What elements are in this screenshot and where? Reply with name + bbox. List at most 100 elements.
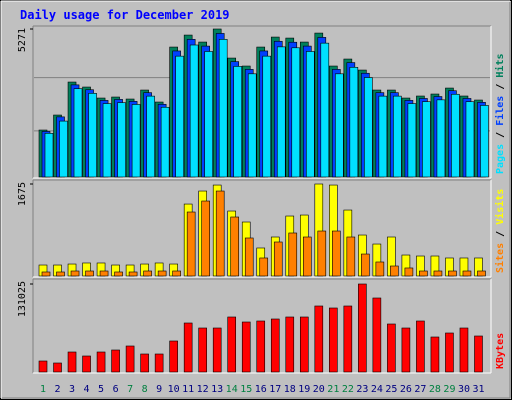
- x-tick-label: 7: [127, 384, 133, 395]
- y-tick-label: 5271: [17, 28, 28, 52]
- bar: [346, 236, 356, 277]
- x-tick-label: 24: [371, 384, 383, 395]
- bar: [99, 270, 109, 277]
- bar: [375, 261, 385, 277]
- bar: [305, 51, 315, 178]
- bar: [273, 241, 283, 277]
- bar: [117, 102, 126, 178]
- x-tick-label: 27: [414, 384, 426, 395]
- bar: [125, 345, 135, 373]
- x-tick-label: 5: [98, 384, 104, 395]
- legend-entry: Hits: [494, 54, 506, 78]
- bar: [157, 270, 167, 277]
- bar: [201, 200, 210, 277]
- bar: [256, 320, 266, 373]
- bar: [262, 55, 272, 178]
- bar: [404, 267, 414, 277]
- legend-entry: Files: [494, 96, 506, 126]
- bar: [407, 103, 417, 178]
- bar: [285, 316, 295, 373]
- bar: [160, 106, 170, 178]
- bar: [198, 327, 207, 373]
- legend: Sites / Visits: [494, 189, 506, 273]
- bar: [364, 77, 373, 178]
- bar: [244, 237, 254, 277]
- bar: [175, 55, 184, 178]
- legend-entry: Sites: [494, 243, 506, 273]
- bar: [314, 305, 324, 373]
- legend-entry: Visits: [494, 189, 506, 225]
- bar: [82, 355, 91, 373]
- x-tick-label: 13: [211, 384, 223, 395]
- x-tick-label: 28: [429, 384, 441, 395]
- bar: [419, 270, 428, 277]
- legend-separator: /: [495, 84, 506, 90]
- bar: [451, 93, 460, 178]
- bar: [183, 322, 193, 373]
- bar: [131, 104, 141, 178]
- x-tick-label: 6: [113, 384, 119, 395]
- bar: [332, 230, 341, 277]
- x-tick-label: 2: [55, 384, 61, 395]
- bar: [299, 316, 309, 373]
- bar: [317, 230, 327, 277]
- bar: [288, 232, 298, 277]
- y-tick-label: 131025: [17, 281, 28, 317]
- x-tick-label: 17: [269, 384, 281, 395]
- y-tick-label: 1675: [17, 182, 28, 206]
- x-tick-label: 11: [182, 384, 194, 395]
- bar: [146, 95, 155, 178]
- bar: [38, 360, 48, 373]
- bar: [111, 349, 120, 373]
- legend-entry: KBytes: [495, 333, 506, 369]
- legend-separator: /: [495, 132, 506, 138]
- bar: [53, 362, 62, 373]
- x-tick-label: 19: [298, 384, 310, 395]
- bar: [480, 105, 489, 178]
- bar: [291, 47, 301, 178]
- bar: [70, 270, 80, 277]
- bar: [436, 99, 446, 178]
- bar: [227, 316, 237, 373]
- x-tick-label: 15: [240, 384, 252, 395]
- bar: [387, 323, 396, 373]
- x-tick-label: 3: [69, 384, 75, 395]
- bar: [169, 340, 178, 373]
- bar: [233, 66, 243, 178]
- bar: [67, 351, 77, 373]
- x-tick-label: 18: [284, 384, 296, 395]
- bar: [329, 307, 338, 373]
- bar: [140, 353, 149, 373]
- bar: [114, 271, 123, 277]
- bar: [448, 270, 457, 277]
- bar: [335, 73, 344, 178]
- bar: [320, 42, 330, 178]
- bar: [372, 297, 382, 373]
- bar: [85, 270, 94, 277]
- bar: [433, 270, 443, 277]
- bar: [186, 211, 196, 277]
- bar: [41, 271, 51, 277]
- bar: [393, 95, 402, 178]
- bar: [361, 253, 370, 277]
- bar: [416, 320, 425, 373]
- bar: [349, 66, 359, 178]
- bar: [462, 270, 472, 277]
- bar: [59, 120, 68, 178]
- x-tick-label: 23: [356, 384, 368, 395]
- bar: [445, 332, 454, 373]
- bar: [343, 305, 353, 373]
- bar: [390, 265, 399, 277]
- x-tick-label: 12: [197, 384, 209, 395]
- legend-entry: Pages: [495, 144, 506, 174]
- x-tick-label: 9: [156, 384, 162, 395]
- x-tick-label: 31: [472, 384, 484, 395]
- bar: [422, 101, 431, 178]
- bar: [430, 336, 440, 373]
- x-tick-label: 1: [40, 384, 46, 395]
- bar: [44, 133, 54, 178]
- bar: [102, 103, 112, 178]
- bar: [56, 271, 65, 277]
- x-tick-label: 30: [458, 384, 470, 395]
